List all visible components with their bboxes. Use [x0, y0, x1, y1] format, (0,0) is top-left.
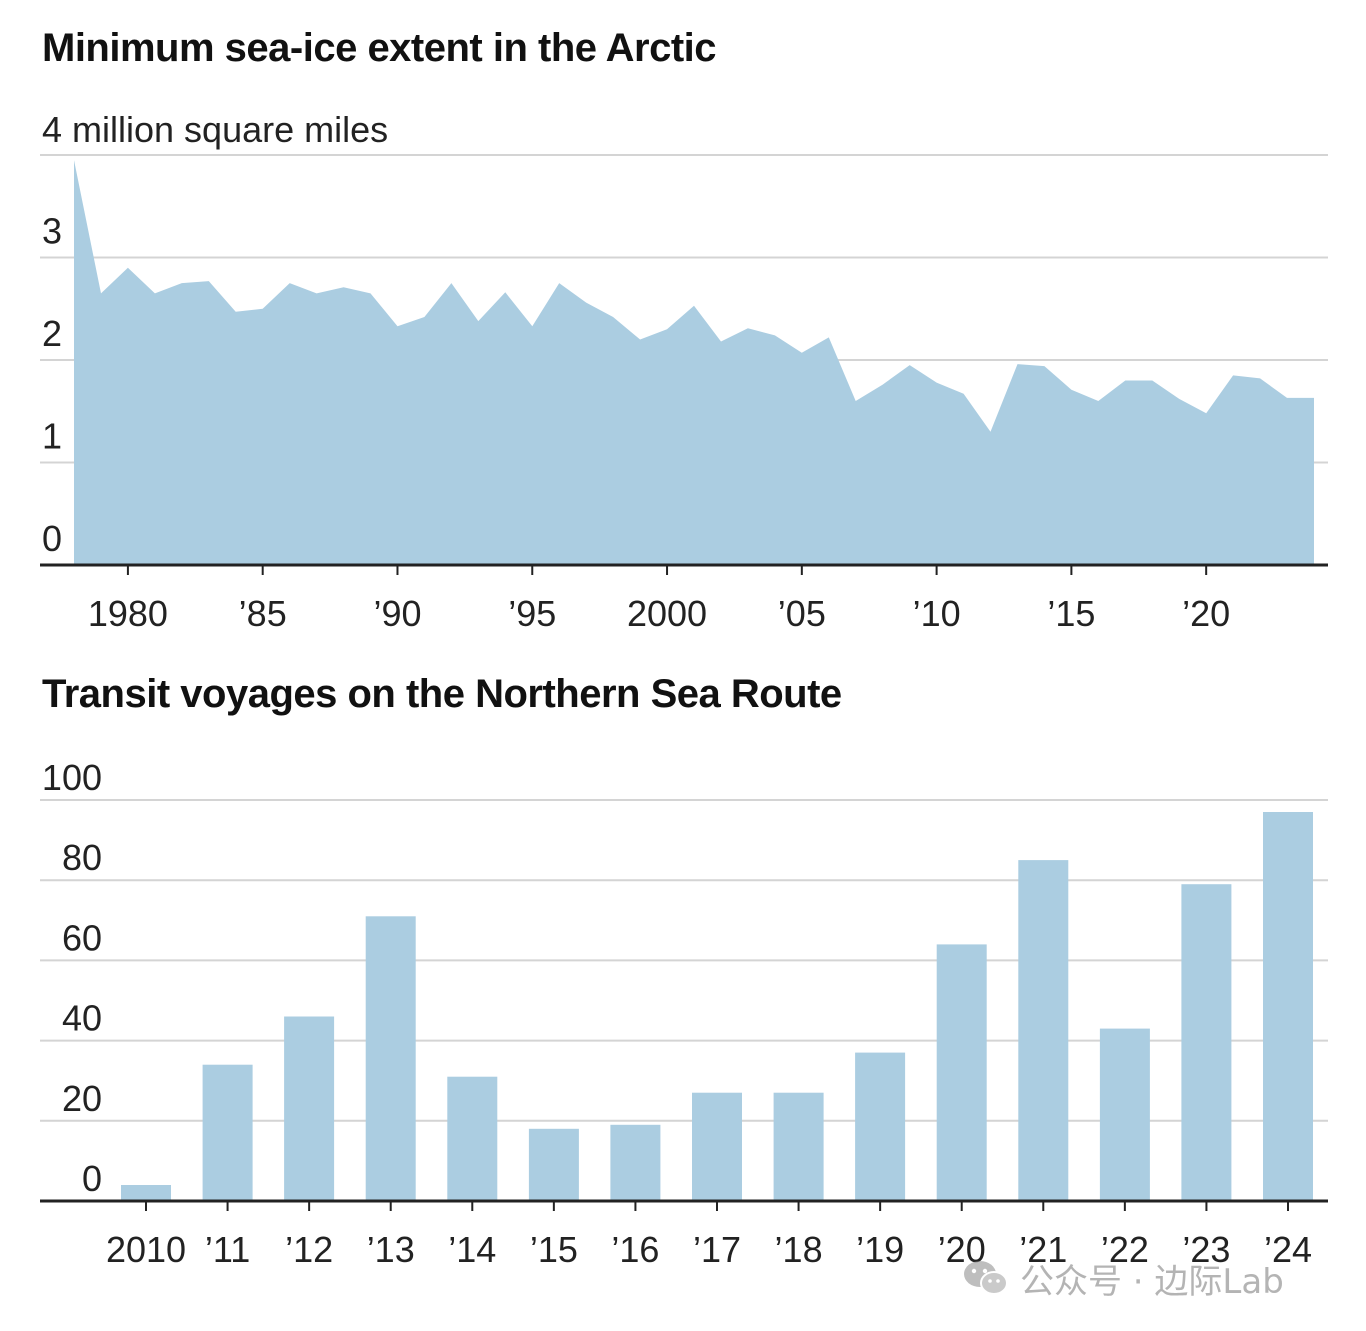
voyages-y-tick-label: 60 [62, 917, 102, 958]
sea-ice-x-tick-label: ’20 [1182, 593, 1230, 634]
sea-ice-x-tick-label: ’95 [508, 593, 556, 634]
sea-ice-y-tick-label: 0 [42, 518, 62, 559]
voyages-bars [121, 812, 1313, 1201]
sea-ice-x-tick-label: ’85 [239, 593, 287, 634]
voyages-bar [692, 1092, 742, 1201]
sea-ice-y-tick-label: 1 [42, 416, 62, 457]
watermark: 公众号 · 边际Lab [962, 1256, 1332, 1302]
sea-ice-x-axis-ticks: 1980 ’85 ’90 ’95 2000 ’05 ’10 ’15 ’20 [88, 565, 1230, 634]
voyages-x-tick-label: ’11 [205, 1229, 250, 1270]
sea-ice-x-tick-label: ’15 [1047, 593, 1095, 634]
voyages-x-tick-label: ’24 [1264, 1229, 1312, 1270]
voyages-bar [365, 916, 416, 1201]
voyages-chart-title: Transit voyages on the Northern Sea Rout… [42, 672, 842, 716]
voyages-bar [1099, 1028, 1150, 1201]
voyages-bar [528, 1128, 579, 1201]
voyages-x-tick-label: ’12 [285, 1229, 333, 1270]
sea-ice-y-tick-label: 2 [42, 313, 62, 354]
voyages-x-tick-label: 2010 [106, 1229, 186, 1270]
voyages-bar [855, 1052, 906, 1201]
voyages-bar [447, 1076, 498, 1201]
voyages-y-tick-label: 100 [42, 757, 102, 798]
voyages-bar [773, 1092, 824, 1201]
voyages-x-tick-label: ’15 [530, 1229, 578, 1270]
voyages-x-tick-label: ’23 [1182, 1229, 1230, 1270]
voyages-bar [284, 1016, 335, 1201]
voyages-bar [202, 1064, 253, 1201]
voyages-y-axis-labels: 0 20 40 60 80 100 [42, 757, 102, 1199]
sea-ice-x-tick-label: ’10 [913, 593, 961, 634]
voyages-y-tick-label: 40 [62, 998, 102, 1039]
voyages-x-tick-label: ’14 [448, 1229, 496, 1270]
sea-ice-y-axis-labels: 0 1 2 3 [42, 211, 62, 560]
voyages-x-tick-label: ’13 [367, 1229, 415, 1270]
voyages-y-tick-label: 0 [82, 1158, 102, 1199]
sea-ice-chart-title: Minimum sea-ice extent in the Arctic [42, 26, 717, 70]
sea-ice-unit-label: 4 million square miles [42, 109, 388, 150]
watermark-text: 公众号 · 边际Lab [1020, 1261, 1284, 1302]
voyages-x-tick-label: ’16 [611, 1229, 659, 1270]
wechat-icon [962, 1258, 1010, 1298]
sea-ice-x-tick-label: ’05 [778, 593, 826, 634]
voyages-x-tick-label: ’22 [1101, 1229, 1149, 1270]
voyages-x-tick-label: ’21 [1019, 1229, 1067, 1270]
voyages-x-tick-label: ’18 [775, 1229, 823, 1270]
voyages-bar [610, 1124, 661, 1201]
voyages-x-tick-label: ’19 [856, 1229, 904, 1270]
voyages-x-axis-ticks: 2010’11’12’13’14’15’16’17’18’19’20’21’22… [106, 1201, 1312, 1270]
sea-ice-x-tick-label: 2000 [627, 593, 707, 634]
sea-ice-y-tick-label: 3 [42, 211, 62, 252]
voyages-bar [1018, 860, 1069, 1201]
voyages-y-tick-label: 20 [62, 1078, 102, 1119]
voyages-x-tick-label: ’17 [693, 1229, 741, 1270]
sea-ice-area [74, 160, 1314, 565]
voyages-bar [121, 1185, 171, 1201]
voyages-y-tick-label: 80 [62, 837, 102, 878]
voyages-bar [1263, 812, 1313, 1201]
sea-ice-x-tick-label: ’90 [373, 593, 421, 634]
voyages-bar [1181, 884, 1232, 1201]
voyages-bar [936, 944, 987, 1201]
sea-ice-x-tick-label: 1980 [88, 593, 168, 634]
